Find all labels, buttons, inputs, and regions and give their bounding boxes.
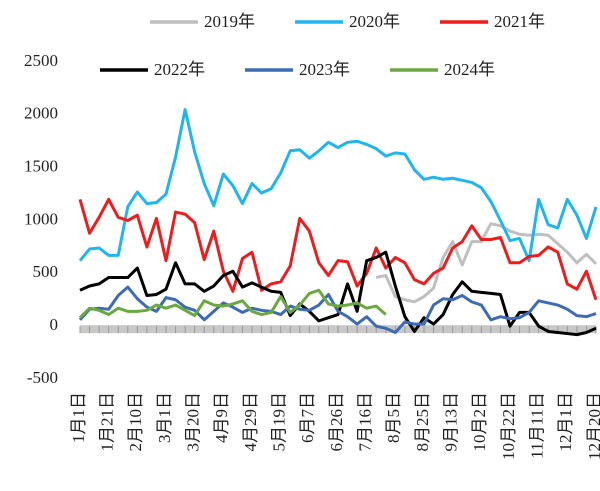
x-tick-label: 1月1日: [69, 392, 88, 443]
line-series: [78, 285, 597, 335]
x-tick-label: 10月22日: [499, 392, 518, 460]
y-tick-label: 2000: [24, 104, 58, 123]
line-series: [78, 108, 598, 263]
x-tick-label: 3月20日: [184, 392, 203, 452]
legend-label: 2019年: [204, 12, 255, 31]
legend-label: 2023年: [299, 60, 350, 79]
x-tick-label: 11月11日: [528, 392, 547, 459]
line-series: [78, 197, 598, 301]
x-tick-label: 8月5日: [384, 392, 403, 443]
line-series: [79, 250, 597, 337]
x-tick-label: 7月16日: [356, 392, 375, 452]
x-tick-label: 6月26日: [327, 392, 346, 452]
line-series: [78, 288, 387, 319]
x-tick-label: 6月7日: [298, 392, 317, 443]
y-tick-label: 1500: [24, 157, 58, 176]
x-tick-label: 3月1日: [155, 392, 174, 443]
legend-label: 2021年: [494, 12, 545, 31]
x-tick-label: 9月13日: [442, 392, 461, 452]
y-tick-label: 1000: [24, 209, 58, 228]
legend-label: 2022年: [154, 60, 205, 79]
x-tick-label: 8月25日: [413, 392, 432, 452]
y-tick-label: 2500: [24, 51, 58, 70]
x-tick-label: 12月20日: [585, 392, 600, 460]
x-tick-label: 5月19日: [270, 392, 289, 452]
line-series: [375, 222, 598, 304]
y-tick-label: -500: [27, 368, 58, 387]
x-tick-label: 12月1日: [556, 392, 575, 452]
legend-label: 2020年: [349, 12, 400, 31]
x-tick-label: 2月10日: [126, 392, 145, 452]
y-tick-label: 500: [33, 262, 59, 281]
x-tick-label: 4月29日: [241, 392, 260, 452]
x-tick-label: 10月2日: [470, 392, 489, 452]
x-tick-label: 4月9日: [212, 392, 231, 443]
x-tick-label: 1月21日: [98, 392, 117, 452]
y-tick-label: 0: [50, 315, 59, 334]
legend-label: 2024年: [444, 60, 495, 79]
